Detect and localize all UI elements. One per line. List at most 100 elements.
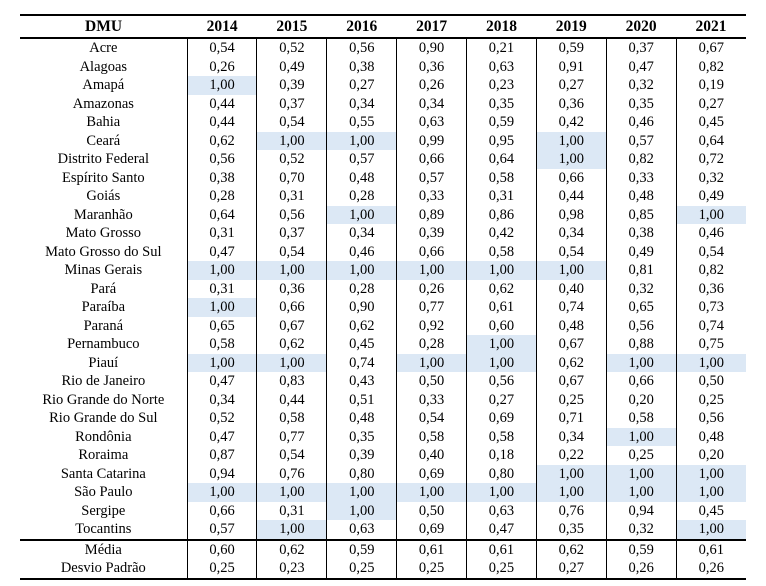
value-cell: 0,38 <box>326 57 397 76</box>
value-cell: 0,20 <box>675 446 746 465</box>
value-cell: 0,71 <box>535 409 607 428</box>
value-cell: 0,62 <box>256 538 327 559</box>
value-cell: 0,39 <box>256 76 327 95</box>
value-cell: 0,39 <box>326 446 397 465</box>
value-cell: 0,35 <box>326 427 397 446</box>
value-cell: 0,28 <box>396 335 467 354</box>
value-cell: 0,32 <box>675 168 746 187</box>
dmu-cell: Rio Grande do Sul <box>49 410 158 426</box>
table-row: Bahia 0,44 0,54 0,55 0,63 0,59 0,42 0,46 0,45 <box>20 113 746 132</box>
value-cell: 0,38 <box>605 224 677 243</box>
value-cell: 0,49 <box>605 242 677 261</box>
table-row: Pará 0,31 0,36 0,28 0,26 0,62 0,40 0,32 0,36 <box>20 279 746 298</box>
value-cell: 0,80 <box>466 464 537 483</box>
dmu-cell: Bahia <box>86 114 121 130</box>
dmu-cell: Piauí <box>88 354 119 371</box>
value-cell: 0,37 <box>256 94 327 113</box>
value-cell: 0,86 <box>466 205 537 224</box>
table-row: Distrito Federal 0,56 0,52 0,57 0,66 0,64 1,00… <box>20 150 746 169</box>
value-cell: 0,80 <box>326 464 397 483</box>
value-cell: 0,44 <box>256 390 327 409</box>
value-cell: 0,43 <box>326 372 397 391</box>
value-cell: 0,45 <box>675 501 746 520</box>
value-cell: 0,90 <box>326 298 397 317</box>
value-cell: 0,46 <box>326 242 397 261</box>
value-cell: 0,37 <box>256 224 327 243</box>
value-cell: 0,47 <box>186 427 257 446</box>
value-cell: 1,00 <box>186 76 257 95</box>
value-cell: 0,48 <box>535 316 607 335</box>
value-cell: 0,56 <box>466 372 537 391</box>
value-cell: 0,56 <box>256 205 327 224</box>
dmu-cell: Amazonas <box>72 95 134 112</box>
value-cell: 0,27 <box>535 76 607 95</box>
table-row: Espírito Santo 0,38 0,70 0,48 0,57 0,58 0,66 0,… <box>20 168 746 187</box>
value-cell: 0,46 <box>605 113 677 132</box>
dmu-cell: Rio Grande do Norte <box>42 391 165 408</box>
value-cell: 0,34 <box>396 94 467 113</box>
value-cell: 0,99 <box>396 131 467 150</box>
value-cell: 0,94 <box>186 464 257 483</box>
value-cell: 0,59 <box>326 538 397 559</box>
value-cell: 0,88 <box>605 335 677 354</box>
table-summary: Média 0,60 0,62 0,59 0,61 0,61 0,62 0,59 0,61 Des… <box>20 538 746 580</box>
value-cell: 0,82 <box>605 150 677 169</box>
value-cell: 0,98 <box>535 205 607 224</box>
value-cell: 0,48 <box>326 409 397 428</box>
value-cell: 0,47 <box>186 242 257 261</box>
value-cell: 0,33 <box>605 168 677 187</box>
value-cell: 1,00 <box>186 298 257 317</box>
year-column-header: 2014 <box>187 14 257 39</box>
value-cell: 0,85 <box>605 205 677 224</box>
value-cell: 0,25 <box>326 559 397 580</box>
value-cell: 0,31 <box>186 279 257 298</box>
value-cell: 0,58 <box>466 427 537 446</box>
value-cell: 0,62 <box>326 316 397 335</box>
value-cell: 0,69 <box>466 409 537 428</box>
value-cell: 0,74 <box>675 316 746 335</box>
value-cell: 1,00 <box>535 261 607 280</box>
value-cell: 0,74 <box>326 353 397 372</box>
value-cell: 0,54 <box>396 409 467 428</box>
value-cell: 0,77 <box>396 298 467 317</box>
table-row: Rio de Janeiro 0,47 0,83 0,43 0,50 0,56 0,67 0,… <box>20 372 746 391</box>
dmu-cell: Amapá <box>82 77 125 93</box>
value-cell: 1,00 <box>256 131 327 150</box>
value-cell: 1,00 <box>605 353 677 372</box>
value-cell: 0,81 <box>605 261 677 280</box>
table-row: Goiás 0,28 0,31 0,28 0,33 0,31 0,44 0,48 0,49 <box>20 187 746 206</box>
table-row: Santa Catarina 0,94 0,76 0,80 0,69 0,80 1,00 1,… <box>20 464 746 483</box>
value-cell: 0,32 <box>605 76 677 95</box>
value-cell: 0,70 <box>256 168 327 187</box>
value-cell: 1,00 <box>186 353 257 372</box>
value-cell: 0,62 <box>256 335 327 354</box>
dmu-cell: Espírito Santo <box>62 169 145 186</box>
value-cell: 0,28 <box>186 187 257 206</box>
value-cell: 0,73 <box>675 298 746 317</box>
value-cell: 0,67 <box>675 38 746 58</box>
value-cell: 0,60 <box>466 316 537 335</box>
dmu-cell: Rio de Janeiro <box>61 373 146 389</box>
value-cell: 0,31 <box>186 224 257 243</box>
value-cell: 1,00 <box>186 261 257 280</box>
table-row: Sergipe 0,66 0,31 1,00 0,50 0,63 0,76 0,94 0,45 <box>20 501 746 520</box>
value-cell: 0,50 <box>396 501 467 520</box>
value-cell: 1,00 <box>326 483 397 502</box>
value-cell: 1,00 <box>466 483 537 502</box>
value-cell: 0,40 <box>396 446 467 465</box>
table-row: Rondônia 0,47 0,77 0,35 0,58 0,58 0,34 1,00 0,48 <box>20 427 746 446</box>
value-cell: 0,27 <box>466 390 537 409</box>
value-cell: 0,45 <box>326 335 397 354</box>
value-cell: 0,42 <box>535 113 607 132</box>
value-cell: 0,46 <box>675 224 746 243</box>
value-cell: 0,56 <box>186 150 257 169</box>
value-cell: 0,34 <box>326 224 397 243</box>
value-cell: 0,58 <box>466 242 537 261</box>
value-cell: 1,00 <box>605 427 677 446</box>
value-cell: 0,82 <box>675 57 746 76</box>
value-cell: 0,67 <box>256 316 327 335</box>
value-cell: 0,61 <box>396 538 467 559</box>
table-row: Mato Grosso do Sul 0,47 0,54 0,46 0,66 0,58 0,… <box>20 242 746 261</box>
value-cell: 0,95 <box>466 131 537 150</box>
value-cell: 0,59 <box>605 538 677 559</box>
